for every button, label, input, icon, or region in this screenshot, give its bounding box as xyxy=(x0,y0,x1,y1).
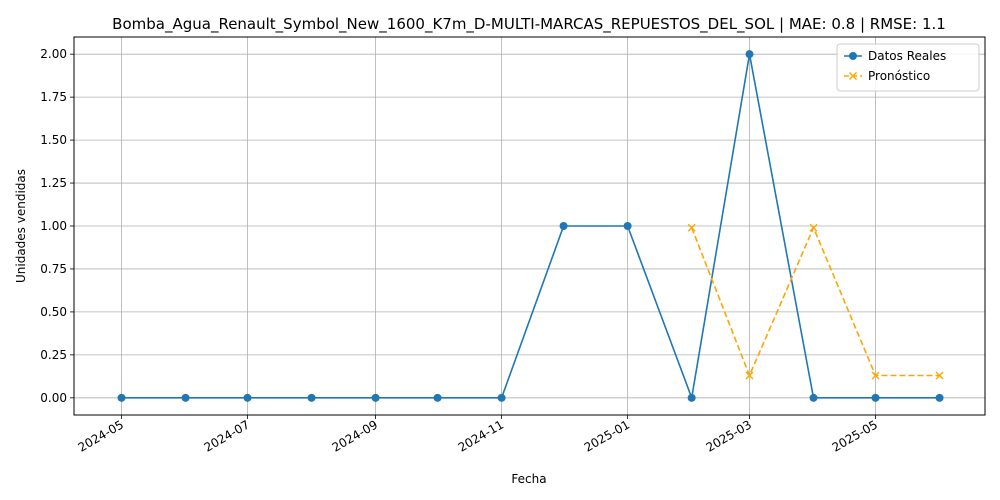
data-point-0 xyxy=(559,222,568,230)
legend-label-pronostico: Pronóstico xyxy=(868,69,930,83)
data-point-1 xyxy=(809,223,818,232)
data-point-0 xyxy=(935,393,944,402)
data-point-0 xyxy=(497,393,506,402)
x-axis-label: Fecha xyxy=(511,472,546,486)
y-tick-label: 0.25 xyxy=(40,348,67,362)
data-point-0 xyxy=(623,222,632,230)
legend-frame xyxy=(836,43,980,92)
y-tick-label: 1.25 xyxy=(40,176,67,190)
data-point-1 xyxy=(871,371,880,380)
legend: Datos Reales Pronóstico xyxy=(836,43,980,92)
data-point-0 xyxy=(243,393,252,402)
data-point-0 xyxy=(307,393,316,402)
y-tick-label: 1.75 xyxy=(40,90,67,104)
y-tick-label: 0.50 xyxy=(40,305,67,319)
y-tick-label: 1.50 xyxy=(40,133,67,147)
data-point-0 xyxy=(117,393,126,402)
y-axis-label: Unidades vendidas xyxy=(14,169,28,283)
y-tick-label: 1.00 xyxy=(40,219,67,233)
grid xyxy=(74,37,985,415)
data-point-0 xyxy=(371,393,380,402)
legend-label-reales: Datos Reales xyxy=(868,49,946,63)
data-point-1 xyxy=(687,223,696,232)
legend-marker-reales xyxy=(849,52,857,60)
chart-title: Bomba_Agua_Renault_Symbol_New_1600_K7m_D… xyxy=(112,15,946,34)
data-point-0 xyxy=(687,393,696,402)
data-point-0 xyxy=(809,393,818,402)
series-layer xyxy=(117,50,944,402)
y-tick-label: 0.75 xyxy=(40,262,67,276)
data-point-0 xyxy=(745,50,754,59)
legend-marker-pronostico xyxy=(849,72,857,80)
data-point-1 xyxy=(745,371,754,380)
y-tick-label: 2.00 xyxy=(40,47,67,61)
data-point-1 xyxy=(935,371,944,380)
y-tick-label: 0.00 xyxy=(40,391,67,405)
data-point-0 xyxy=(181,393,190,402)
series-line-0 xyxy=(121,53,940,399)
data-point-0 xyxy=(433,393,442,402)
data-point-0 xyxy=(871,393,880,402)
